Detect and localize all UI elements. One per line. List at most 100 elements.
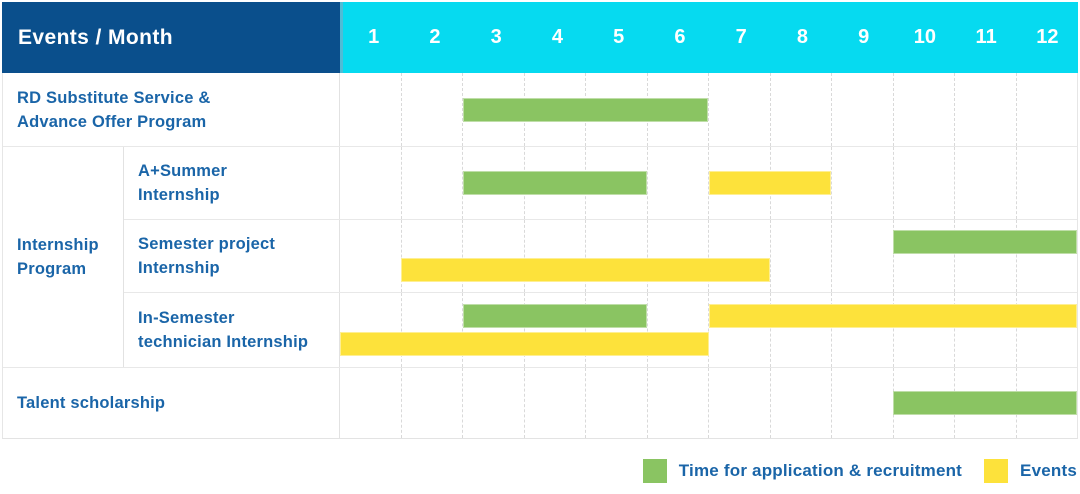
month-cell	[462, 293, 524, 367]
row-label-line: Internship	[138, 186, 220, 204]
month-cell	[340, 147, 401, 219]
table-body: RD Substitute Service & Advance Offer Pr…	[2, 73, 1078, 439]
month-header-cell: 3	[490, 26, 502, 48]
month-cell	[646, 220, 709, 292]
month-cell	[831, 368, 893, 438]
month-cell	[400, 368, 463, 438]
month-cell	[831, 293, 893, 367]
month-cell	[523, 293, 586, 367]
row-label: Talent scholarship	[3, 368, 340, 438]
internship-program-group: Internship Program A+Summer Internship S…	[3, 147, 1077, 368]
month-cell	[646, 293, 709, 367]
events-bar	[708, 303, 1077, 328]
table-row: A+Summer Internship	[124, 147, 1077, 220]
row-label-line: In-Semester	[138, 309, 235, 327]
month-header-cell: 9	[858, 26, 870, 48]
schedule-table: Events / Month 1 2 3 4 5 6 7 8 9 10 11 1…	[2, 2, 1078, 439]
month-cell	[462, 73, 524, 146]
legend-label: Time for application & recruitment	[678, 461, 963, 480]
month-cell	[769, 368, 832, 438]
month-cell	[340, 220, 401, 292]
table-title: Events / Month	[18, 25, 173, 49]
row-label-line: RD Substitute Service &	[17, 88, 211, 107]
month-cell	[708, 368, 770, 438]
month-cell	[954, 220, 1016, 292]
month-cell	[892, 147, 955, 219]
month-header-cell: 6	[674, 26, 686, 48]
row-timeline-grid	[340, 293, 1077, 367]
month-cell	[831, 147, 893, 219]
month-cell	[708, 73, 770, 146]
row-label-line: technician Internship	[138, 333, 309, 351]
legend-item-events: Events	[984, 459, 1077, 483]
row-label-line: Advance Offer Program	[17, 112, 207, 131]
row-label-line: A+Summer	[138, 162, 228, 180]
month-cell	[1015, 220, 1078, 292]
application-recruitment-bar	[462, 171, 648, 195]
month-cell	[585, 220, 647, 292]
month-cell	[400, 220, 463, 292]
row-label-line: Internship	[138, 259, 220, 277]
month-header-cell: 1	[368, 26, 380, 48]
month-header: 1 2 3 4 5 6 7 8 9 10 11 12	[340, 2, 1078, 73]
legend-label: Events	[1020, 461, 1077, 480]
month-cell	[585, 293, 647, 367]
events-bar	[708, 171, 832, 195]
legend-swatch-green	[642, 459, 667, 483]
month-cell	[769, 220, 832, 292]
legend-item-application: Time for application & recruitment	[642, 459, 963, 483]
month-cell	[769, 73, 832, 146]
row-label: RD Substitute Service & Advance Offer Pr…	[3, 73, 340, 146]
month-cell	[954, 293, 1016, 367]
month-cell	[400, 293, 463, 367]
month-cell	[892, 220, 955, 292]
month-cell	[462, 368, 524, 438]
month-header-cell: 2	[429, 26, 441, 48]
month-cell	[523, 368, 586, 438]
events-month-header-cell: Events / Month	[2, 2, 340, 73]
group-label-line: Internship	[17, 236, 99, 254]
month-header-cell: 11	[975, 26, 997, 48]
table-row: Semester project Internship	[124, 220, 1077, 293]
month-header-cell: 4	[551, 26, 563, 48]
month-cell	[340, 73, 401, 146]
month-cell	[462, 220, 524, 292]
row-label-line: Semester project	[138, 235, 276, 253]
month-cell	[462, 147, 524, 219]
group-rows: A+Summer Internship Semester project Int…	[124, 147, 1077, 367]
row-timeline-grid	[340, 368, 1077, 438]
month-header-cell: 7	[735, 26, 747, 48]
application-recruitment-bar	[892, 391, 1077, 415]
legend-swatch-yellow	[984, 459, 1009, 483]
month-cell	[954, 147, 1016, 219]
table-header-row: Events / Month 1 2 3 4 5 6 7 8 9 10 11 1…	[2, 2, 1078, 73]
month-cell	[831, 73, 893, 146]
month-header-cell: 8	[796, 26, 808, 48]
table-row: In-Semester technician Internship	[124, 293, 1077, 367]
row-label: Semester project Internship	[124, 220, 340, 292]
group-label-line: Program	[17, 260, 87, 278]
month-cell	[646, 147, 709, 219]
month-cell	[400, 73, 463, 146]
row-label: A+Summer Internship	[124, 147, 340, 219]
month-cell	[523, 220, 586, 292]
month-header-cell: 5	[613, 26, 625, 48]
legend: Time for application & recruitment Event…	[642, 459, 1077, 483]
group-label: Internship Program	[3, 147, 124, 367]
month-cell	[585, 368, 647, 438]
application-recruitment-bar	[892, 230, 1077, 255]
month-cell	[708, 293, 770, 367]
events-bar	[401, 257, 770, 282]
month-cell	[1015, 293, 1078, 367]
month-cell	[1015, 147, 1078, 219]
month-cell	[769, 293, 832, 367]
month-cell	[400, 147, 463, 219]
month-cell	[1015, 73, 1078, 146]
month-cell	[892, 293, 955, 367]
table-row: Talent scholarship	[3, 368, 1077, 438]
row-label-line: Talent scholarship	[17, 394, 166, 412]
events-bar	[340, 332, 709, 357]
table-row: RD Substitute Service & Advance Offer Pr…	[3, 73, 1077, 147]
month-header-cell: 10	[913, 26, 936, 48]
